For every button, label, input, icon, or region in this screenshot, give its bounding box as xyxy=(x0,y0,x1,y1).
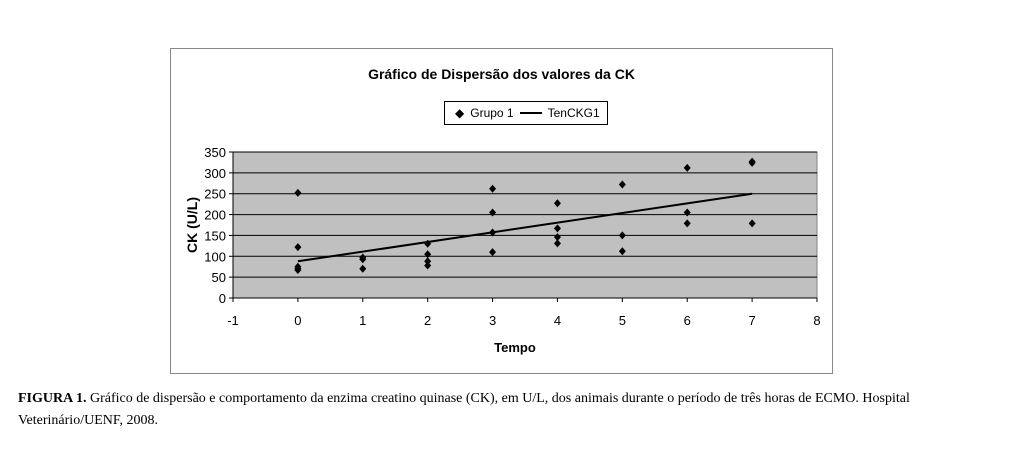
data-point xyxy=(618,231,626,240)
x-tick-label: 7 xyxy=(748,313,755,328)
y-tick-label: 250 xyxy=(204,187,226,202)
trend-line xyxy=(297,192,753,263)
data-point xyxy=(294,243,302,252)
data-point xyxy=(748,219,756,228)
legend-label-trend: TenCKG1 xyxy=(547,106,600,120)
data-point xyxy=(618,180,626,189)
data-point xyxy=(424,250,432,259)
data-point xyxy=(683,219,691,228)
y-tick-label: 0 xyxy=(219,291,226,306)
y-axis-label: CK (U/L) xyxy=(184,197,200,253)
y-tick-label: 300 xyxy=(204,166,226,181)
plot-area xyxy=(232,151,818,299)
data-point xyxy=(683,208,691,217)
data-point xyxy=(489,184,497,193)
y-tick-label: 150 xyxy=(204,228,226,243)
legend-marker-icon: ◆ xyxy=(455,106,465,120)
legend: ◆ Grupo 1 TenCKG1 xyxy=(444,101,608,125)
data-point xyxy=(553,233,561,242)
x-tick-label: 2 xyxy=(424,313,431,328)
data-point xyxy=(748,158,756,167)
x-tick-label: 3 xyxy=(489,313,496,328)
x-tick-label: 4 xyxy=(554,313,561,328)
x-tick-label: -1 xyxy=(227,313,239,328)
data-point xyxy=(424,261,432,270)
x-tick-label: 5 xyxy=(619,313,626,328)
legend-label-grupo1: Grupo 1 xyxy=(470,106,514,120)
caption-text: Gráfico de dispersão e comportamento da … xyxy=(18,391,910,428)
data-point xyxy=(359,255,367,264)
data-point xyxy=(489,208,497,217)
data-point xyxy=(294,188,302,197)
data-point xyxy=(489,248,497,257)
data-point xyxy=(618,247,626,256)
data-point xyxy=(424,239,432,248)
x-tick-label: 6 xyxy=(684,313,691,328)
x-tick-label: 1 xyxy=(359,313,366,328)
y-tick-label: 100 xyxy=(204,249,226,264)
data-point xyxy=(553,239,561,248)
data-point xyxy=(683,163,691,172)
data-point xyxy=(553,224,561,233)
chart-title: Gráfico de Dispersão dos valores da CK xyxy=(368,66,635,82)
data-point xyxy=(359,264,367,273)
data-point xyxy=(553,199,561,208)
figure-caption: FIGURA 1. Gráfico de dispersão e comport… xyxy=(18,388,1008,432)
y-tick-label: 50 xyxy=(212,270,226,285)
y-tick-label: 350 xyxy=(204,145,226,160)
x-tick-label: 0 xyxy=(294,313,301,328)
caption-label: FIGURA 1. xyxy=(18,391,87,406)
x-tick-label: 8 xyxy=(813,313,820,328)
data-point xyxy=(424,257,432,266)
data-point xyxy=(294,266,302,275)
legend-line-icon xyxy=(519,112,542,114)
data-point xyxy=(489,228,497,237)
y-tick-label: 200 xyxy=(204,208,226,223)
x-axis-label: Tempo xyxy=(494,340,536,355)
